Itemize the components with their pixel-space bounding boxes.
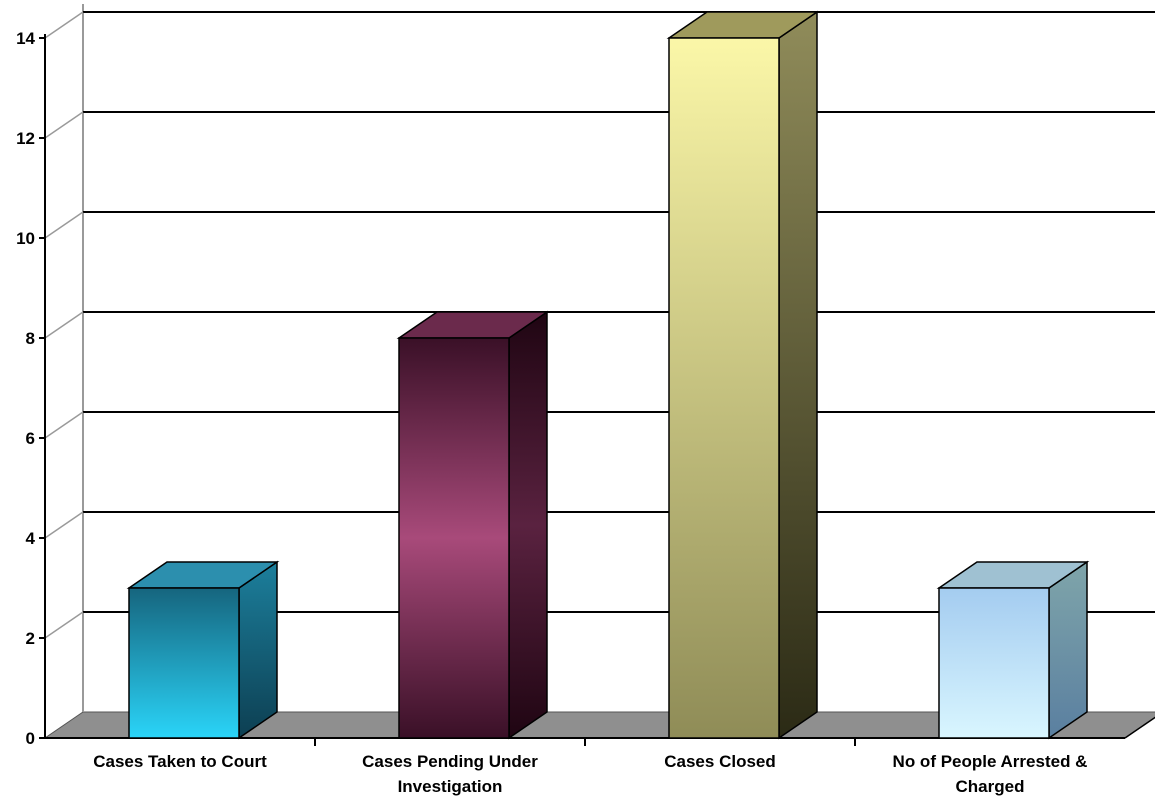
bar-side [778,10,818,740]
y-tick-label: 2 [26,629,35,648]
y-tick-label: 10 [16,229,35,248]
gridline-depth [44,11,84,39]
bar-front [668,37,780,739]
y-tick-label: 14 [16,29,35,48]
bar-front [938,587,1050,739]
x-category-label-line: Cases Pending Under [362,752,538,771]
bar [126,560,280,740]
bar-side [508,310,548,740]
y-tick-label: 6 [26,429,35,448]
x-category-label-line: Investigation [398,777,503,796]
y-tick-label: 4 [26,529,36,548]
gridline-depth [44,311,84,339]
gridline-depth [44,411,84,439]
x-category-label: Cases Closed [664,752,776,771]
bar-front [128,587,240,739]
bar [666,10,820,740]
gridline-depth [44,511,84,539]
gridline-depth [44,611,84,639]
y-tick-label: 12 [16,129,35,148]
x-category-label: Cases Pending Under Investigation [362,752,538,796]
y-tick-label: 0 [26,729,35,748]
bar-side [238,560,278,740]
bar [936,560,1090,740]
x-category-label-line: Charged [956,777,1025,796]
gridline-depth [44,211,84,239]
bar-side [1048,560,1088,740]
gridline-depth [44,111,84,139]
x-category-label-line: No of People Arrested & [893,752,1088,771]
y-tick-label: 8 [26,329,35,348]
x-category-label: No of People Arrested & Charged [893,752,1088,796]
bar-front [398,337,510,739]
bar [396,310,550,740]
x-category-label-line: Cases Closed [664,752,776,771]
x-category-label-line: Cases Taken to Court [93,752,267,771]
x-category-label: Cases Taken to Court [93,752,267,771]
x-axis-depth [1124,716,1155,739]
